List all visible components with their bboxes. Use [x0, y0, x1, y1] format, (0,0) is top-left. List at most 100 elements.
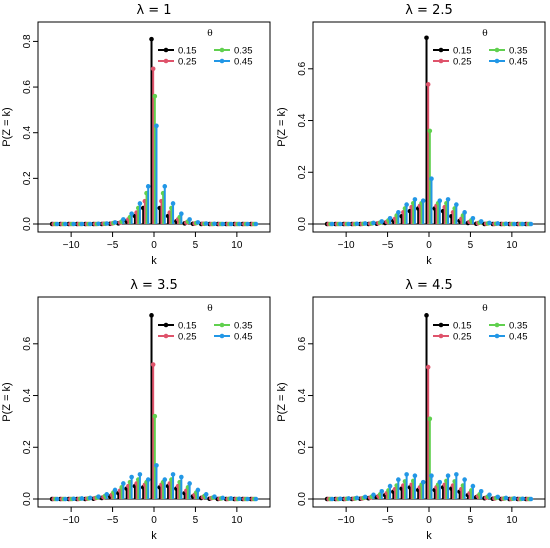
stem-point-0.45: [54, 221, 60, 227]
stem-point-0.25: [425, 364, 431, 370]
stem-point-0.45: [87, 495, 93, 501]
y-axis-label: P(Z = k): [276, 382, 288, 421]
legend-marker-0.35: [219, 322, 225, 328]
legend-title: θ: [207, 29, 212, 39]
stem-point-0.25: [425, 82, 431, 87]
stem-point-0.45: [445, 473, 451, 479]
stem-point-0.45: [503, 495, 509, 501]
stem-point-0.45: [154, 463, 159, 468]
legend-label-0.15: 0.15: [178, 321, 197, 332]
stem-point-0.35: [427, 416, 433, 422]
x-axis-label: k: [151, 255, 157, 267]
stem-point-0.45: [96, 221, 101, 227]
stem-point-0.45: [420, 198, 426, 204]
legend-label-0.35: 0.35: [509, 321, 528, 332]
stem-point-0.45: [429, 473, 434, 479]
stem-point-0.45: [162, 184, 168, 189]
stem-point-0.45: [129, 474, 134, 480]
stem-point-0.25: [150, 66, 156, 72]
legend-label-0.35: 0.35: [234, 321, 253, 332]
stem-point-0.45: [362, 494, 368, 500]
stem-point-0.45: [54, 496, 60, 502]
stem-point-0.45: [228, 496, 234, 501]
legend-label-0.35: 0.35: [509, 46, 528, 57]
stem-point-0.45: [187, 217, 192, 222]
stem-point-0.45: [145, 184, 151, 189]
stem-point-0.45: [520, 221, 525, 227]
legend-marker-0.15: [163, 322, 169, 328]
stem-point-0.45: [387, 216, 393, 221]
x-axis-label: k: [151, 530, 157, 542]
legend-marker-0.15: [163, 47, 169, 53]
legend-marker-0.35: [494, 47, 500, 53]
x-tick-label: 10: [506, 515, 518, 526]
stem-point-0.45: [528, 221, 534, 227]
x-tick-label: 0: [151, 240, 157, 251]
stem-point-0.45: [195, 487, 201, 493]
stem-point-0.45: [121, 217, 126, 222]
stem-point-0.45: [170, 472, 176, 477]
stem-point-0.45: [354, 495, 360, 501]
x-tick-label: 5: [468, 515, 474, 526]
legend-label-0.35: 0.35: [234, 46, 253, 57]
legend-marker-0.45: [494, 333, 500, 339]
stem-point-0.45: [404, 202, 409, 207]
stem-point-0.45: [512, 496, 517, 501]
stem-point-0.45: [179, 474, 184, 480]
stem-point-0.45: [137, 201, 143, 206]
y-tick-label: 0.6: [297, 336, 308, 350]
chart-title: λ = 2.5: [405, 3, 453, 18]
y-tick-label: 0.6: [22, 336, 33, 350]
stem-point-0.45: [154, 123, 159, 129]
x-tick-label: 10: [506, 240, 518, 251]
stem-point-0.45: [71, 496, 76, 502]
stem-point-0.45: [412, 473, 418, 479]
stem-point-0.45: [104, 221, 110, 226]
panel-3: λ = 3.5 k P(Z = k) −10 −5 0 5 10 0.0 0.2 0.4 0.6 θ 0.…: [1, 278, 271, 542]
legend-marker-0.15: [438, 47, 444, 53]
y-axis-label: P(Z = k): [1, 382, 13, 421]
stem-point-0.45: [503, 221, 509, 227]
x-tick-label: 0: [151, 515, 157, 526]
stem-point-0.45: [437, 479, 443, 485]
stem-point-0.45: [170, 201, 176, 206]
stem-point-0.45: [412, 197, 418, 202]
stem-point-0.45: [329, 221, 335, 227]
stem-point-0.45: [396, 210, 401, 215]
stem-point-0.45: [429, 176, 434, 182]
stem-point-0.45: [379, 488, 385, 494]
y-tick-label: 0.6: [297, 61, 308, 75]
stem-point-0.45: [112, 487, 118, 493]
y-axis-label: P(Z = k): [276, 107, 288, 146]
stem-point-0.45: [528, 496, 534, 502]
legend-title: θ: [482, 29, 487, 39]
legend-marker-0.25: [438, 333, 444, 339]
panel-4: λ = 4.5 k P(Z = k) −10 −5 0 5 10 0.0 0.2 0.4 0.6 θ 0.…: [276, 278, 546, 542]
stem-point-0.45: [445, 197, 451, 202]
stem-point-0.45: [237, 496, 242, 502]
stem-point-0.45: [396, 477, 401, 482]
y-tick-label: 0.2: [22, 440, 33, 454]
x-tick-label: 0: [426, 515, 432, 526]
y-axis-label: P(Z = k): [1, 107, 13, 146]
stem-point-0.45: [478, 219, 484, 224]
stem-point-0.45: [420, 479, 426, 485]
stem-point-0.45: [63, 221, 68, 227]
legend-label-0.25: 0.25: [453, 332, 472, 343]
stem-point-0.45: [129, 211, 134, 217]
stem-point-0.45: [245, 496, 250, 502]
stem-point-0.45: [495, 494, 501, 500]
legend-label-0.45: 0.45: [509, 57, 528, 68]
stem-point-0.45: [354, 221, 360, 227]
stem-point-0.15: [424, 35, 429, 41]
stem-point-0.15: [149, 313, 154, 318]
stem-point-0.45: [404, 472, 409, 477]
stem-point-0.45: [338, 221, 343, 227]
stem-point-0.45: [237, 221, 242, 227]
stem-point-0.45: [520, 496, 525, 502]
stem-point-0.45: [437, 198, 443, 204]
legend-label-0.45: 0.45: [509, 332, 528, 343]
stem-point-0.45: [512, 221, 517, 227]
x-tick-label: −5: [107, 240, 119, 251]
